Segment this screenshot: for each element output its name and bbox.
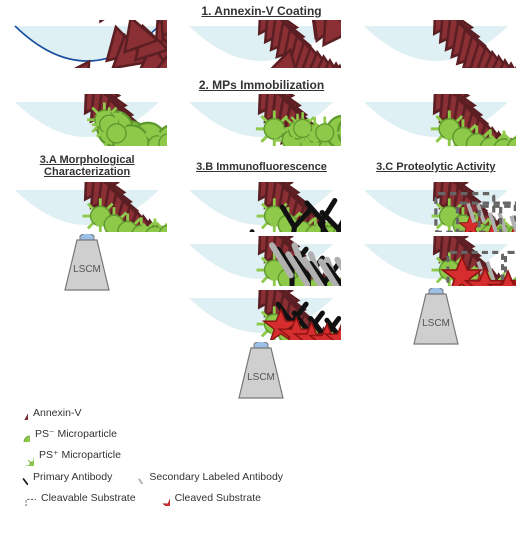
- well-3c-2: [356, 236, 516, 286]
- section-2-title: 2. MPs Immobilization: [0, 78, 523, 92]
- legend-secondary-ab-label: Secondary Labeled Antibody: [149, 468, 283, 487]
- section-3b-title: 3.B Immunofluorescence: [175, 154, 347, 182]
- section-3a-title: 3.A Morphological Characterization: [1, 154, 173, 182]
- legend-pspos: PS⁺ Microparticle: [14, 446, 121, 466]
- well-3a: [7, 182, 167, 232]
- legend-cleaved: Cleaved Substrate: [154, 489, 261, 508]
- legend-annexin: Annexin-V: [14, 404, 81, 423]
- section-1: 1. Annexin-V Coating: [0, 0, 523, 68]
- well-3b-2: [181, 236, 341, 286]
- legend-cleaved-label: Cleaved Substrate: [175, 489, 261, 508]
- well-3c-1: [356, 182, 516, 232]
- legend-psneg: PS⁻ Microparticle: [14, 425, 117, 444]
- well-1b: [181, 20, 341, 68]
- legend-secondary-ab: Secondary Labeled Antibody: [130, 468, 283, 487]
- well-3b-1: [181, 182, 341, 232]
- legend: Annexin-V PS⁻ Microparticle PS⁺ Micropar…: [14, 404, 523, 508]
- section-1-title: 1. Annexin-V Coating: [0, 4, 523, 18]
- section-3c-title: 3.C Proteolytic Activity: [350, 154, 522, 182]
- legend-annexin-label: Annexin-V: [33, 404, 81, 423]
- section-3: 3.A Morphological Characterization 3.B I…: [0, 154, 523, 400]
- well-1a: [7, 20, 167, 68]
- well-2b: [181, 94, 341, 146]
- legend-cleavable-label: Cleavable Substrate: [41, 489, 136, 508]
- lscm-3a: [55, 234, 119, 292]
- lscm-3c: [404, 288, 468, 346]
- well-3b-3: [181, 290, 341, 340]
- legend-psneg-label: PS⁻ Microparticle: [35, 425, 117, 444]
- well-1c: [356, 20, 516, 68]
- well-2c: [356, 94, 516, 146]
- lscm-3b: [229, 342, 293, 400]
- legend-primary-ab-label: Primary Antibody: [33, 468, 112, 487]
- legend-primary-ab: Primary Antibody: [14, 468, 112, 487]
- legend-pspos-label: PS⁺ Microparticle: [39, 446, 121, 465]
- section-2: 2. MPs Immobilization: [0, 78, 523, 146]
- legend-cleavable: Cleavable Substrate: [14, 489, 136, 508]
- well-2a: [7, 94, 167, 146]
